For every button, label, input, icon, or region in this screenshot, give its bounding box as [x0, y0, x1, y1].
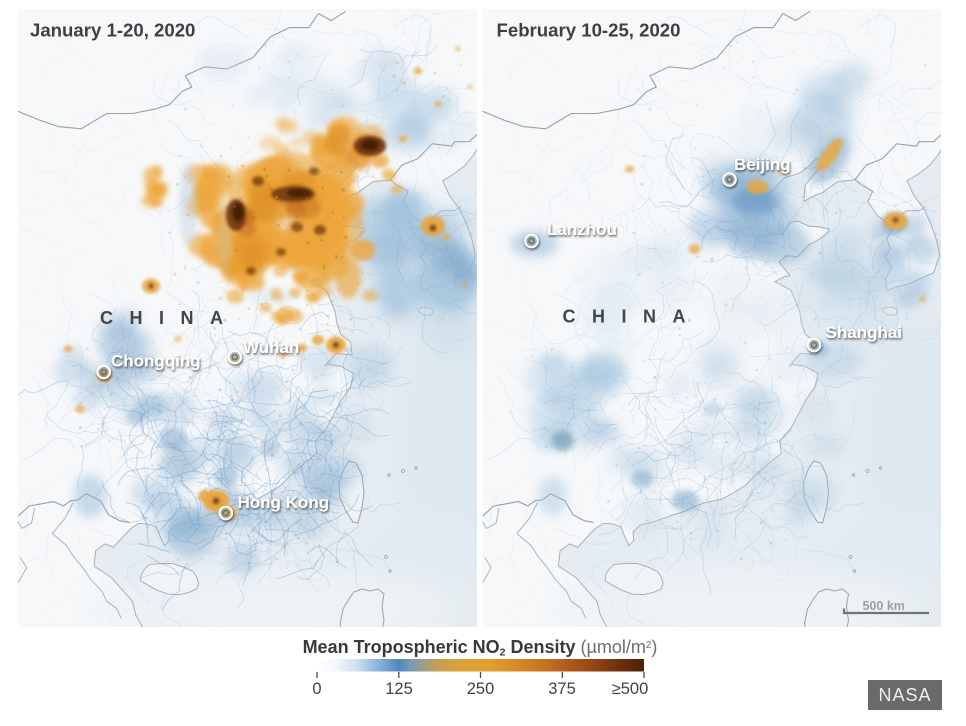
svg-text:Wuhan: Wuhan	[243, 338, 299, 357]
svg-text:Hong Kong: Hong Kong	[238, 493, 330, 512]
svg-text:Beijing: Beijing	[734, 155, 791, 174]
svg-text:Chongqing: Chongqing	[111, 352, 201, 371]
svg-text:375: 375	[548, 680, 576, 698]
svg-text:≥500: ≥500	[612, 680, 649, 698]
svg-text:Shanghai: Shanghai	[826, 323, 903, 342]
svg-text:CHINA: CHINA	[563, 307, 703, 327]
svg-text:125: 125	[385, 680, 413, 698]
svg-text:CHINA: CHINA	[100, 308, 240, 328]
svg-text:250: 250	[467, 680, 495, 698]
svg-text:500 km: 500 km	[863, 599, 905, 613]
svg-text:January 1-20, 2020: January 1-20, 2020	[30, 20, 195, 41]
svg-text:NASA: NASA	[878, 685, 931, 705]
svg-text:Lanzhou: Lanzhou	[547, 220, 617, 239]
svg-text:Mean Tropospheric NO2 Density: Mean Tropospheric NO2 Density (µmol/m2)	[303, 637, 658, 659]
svg-text:0: 0	[312, 680, 321, 698]
svg-text:February 10-25, 2020: February 10-25, 2020	[497, 20, 681, 41]
